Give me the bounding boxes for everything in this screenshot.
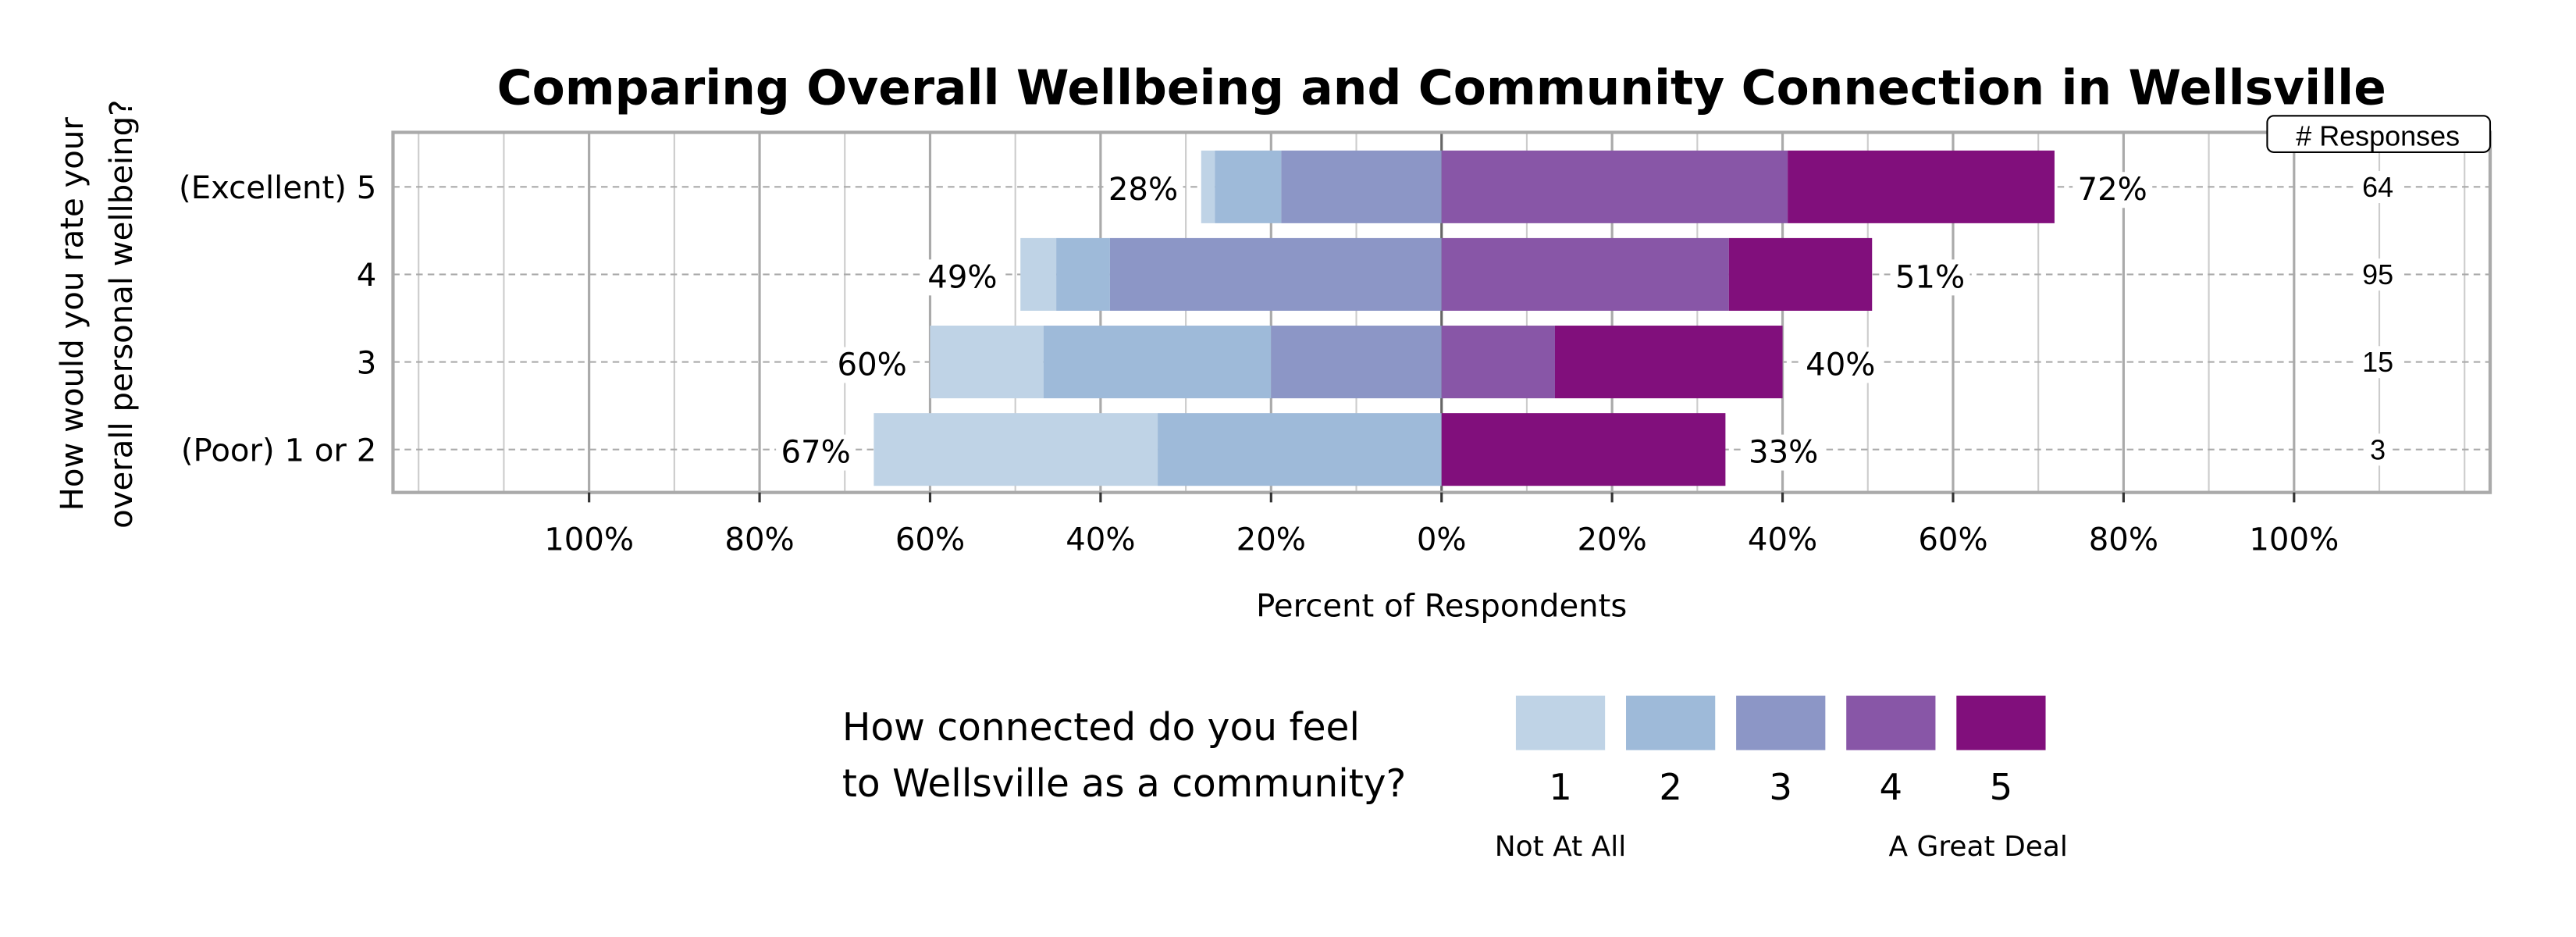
- label-background: [832, 347, 913, 383]
- bar-segment-3: [1109, 237, 1442, 311]
- bar-segment-4: [1441, 326, 1555, 399]
- legend-high-label: A Great Deal: [1889, 831, 2068, 863]
- labels: 100% 80% 60% 40% 20% 0% 20% 40% 60% 80% 100% (Excel…: [179, 170, 2400, 558]
- label-background: [2073, 172, 2153, 208]
- chart-title: Comparing Overall Wellbeing and Communit…: [497, 61, 2386, 116]
- label-background: [2355, 346, 2400, 379]
- legend-label-1: 1: [1549, 766, 1572, 808]
- bar-segment-4: [1441, 237, 1729, 311]
- legend-label-3: 3: [1769, 766, 1792, 808]
- positive-total-label: 40%: [1806, 347, 1875, 383]
- responses-count: 64: [2362, 171, 2393, 203]
- responses-header-text: # Responses: [2296, 119, 2460, 151]
- bar-segment-1: [873, 413, 1158, 486]
- bar-segment-3: [1271, 326, 1442, 399]
- bar-segment-1: [1020, 237, 1057, 311]
- bar-segment-5: [1554, 326, 1783, 399]
- legend-label-2: 2: [1659, 766, 1682, 808]
- negative-total-label: 49%: [927, 259, 997, 295]
- x-axis-label: Percent of Respondents: [1256, 588, 1627, 624]
- bar-segment-1: [1201, 150, 1215, 223]
- x-tick-label: 100%: [544, 522, 634, 558]
- legend-swatch-5: [1956, 695, 2046, 750]
- x-tick-label: 20%: [1236, 522, 1306, 558]
- legend-title-line2: to Wellsville as a community?: [842, 762, 1407, 806]
- bar-segment-2: [1158, 413, 1442, 486]
- x-tick-label: 40%: [1748, 522, 1817, 558]
- legend-label-5: 5: [1990, 766, 2013, 808]
- x-tick-label: 40%: [1066, 522, 1135, 558]
- y-tick-label: (Excellent) 5: [179, 170, 376, 206]
- legend-swatch-1: [1515, 695, 1606, 750]
- label-background: [2355, 258, 2400, 291]
- bar-segment-2: [1043, 326, 1272, 399]
- x-tick-label: 80%: [724, 522, 794, 558]
- label-background: [776, 434, 856, 471]
- bar-segment-1: [930, 326, 1044, 399]
- x-tick-label: 100%: [2249, 522, 2339, 558]
- y-axis-label: How would you rate your overall personal…: [55, 100, 140, 529]
- bar-segment-3: [1281, 150, 1442, 223]
- negative-total-label: 28%: [1108, 172, 1178, 208]
- x-tick-label: 80%: [2089, 522, 2158, 558]
- x-tick-label: 60%: [1918, 522, 1987, 558]
- responses-count: 15: [2362, 346, 2393, 378]
- label-background: [1103, 172, 1183, 208]
- positive-total-label: 51%: [1895, 259, 1965, 295]
- y-tick-label: (Poor) 1 or 2: [181, 433, 376, 468]
- label-background: [1743, 434, 1823, 471]
- bar-segment-5: [1728, 237, 1873, 311]
- legend-swatch-2: [1626, 695, 1716, 750]
- positive-total-label: 72%: [2078, 172, 2147, 208]
- responses-count: 3: [2370, 433, 2386, 465]
- bar-segment-5: [1788, 150, 2055, 223]
- bar-segment-2: [1215, 150, 1282, 223]
- y-axis-label-line2: overall personal wellbeing?: [104, 100, 140, 529]
- legend-label-4: 4: [1880, 766, 1903, 808]
- legend-title-line1: How connected do you feel: [842, 706, 1360, 750]
- y-tick-label: 4: [357, 258, 377, 294]
- legend: How connected do you feel to Wellsville …: [842, 695, 2068, 863]
- legend-swatch-3: [1736, 695, 1826, 750]
- legend-swatch-4: [1846, 695, 1936, 750]
- bars: [873, 150, 2055, 486]
- positive-total-label: 33%: [1749, 435, 1818, 471]
- label-background: [2363, 433, 2393, 466]
- x-tick-label: 20%: [1577, 522, 1646, 558]
- y-tick-label: 3: [357, 345, 377, 381]
- label-background: [2355, 171, 2400, 204]
- legend-low-label: Not At All: [1495, 831, 1626, 863]
- bar-segment-5: [1441, 413, 1726, 486]
- negative-total-label: 60%: [838, 347, 907, 383]
- negative-total-label: 67%: [781, 435, 850, 471]
- label-background: [1800, 347, 1880, 383]
- responses-count: 95: [2362, 258, 2393, 290]
- x-tick-label: 0%: [1417, 522, 1467, 558]
- responses-header: # Responses: [2266, 115, 2492, 153]
- y-axis-label-line1: How would you rate your: [55, 117, 91, 511]
- x-tick-label: 60%: [895, 522, 965, 558]
- label-background: [922, 259, 1002, 296]
- label-background: [1890, 259, 1970, 296]
- bar-segment-4: [1441, 150, 1788, 223]
- bar-segment-2: [1056, 237, 1110, 311]
